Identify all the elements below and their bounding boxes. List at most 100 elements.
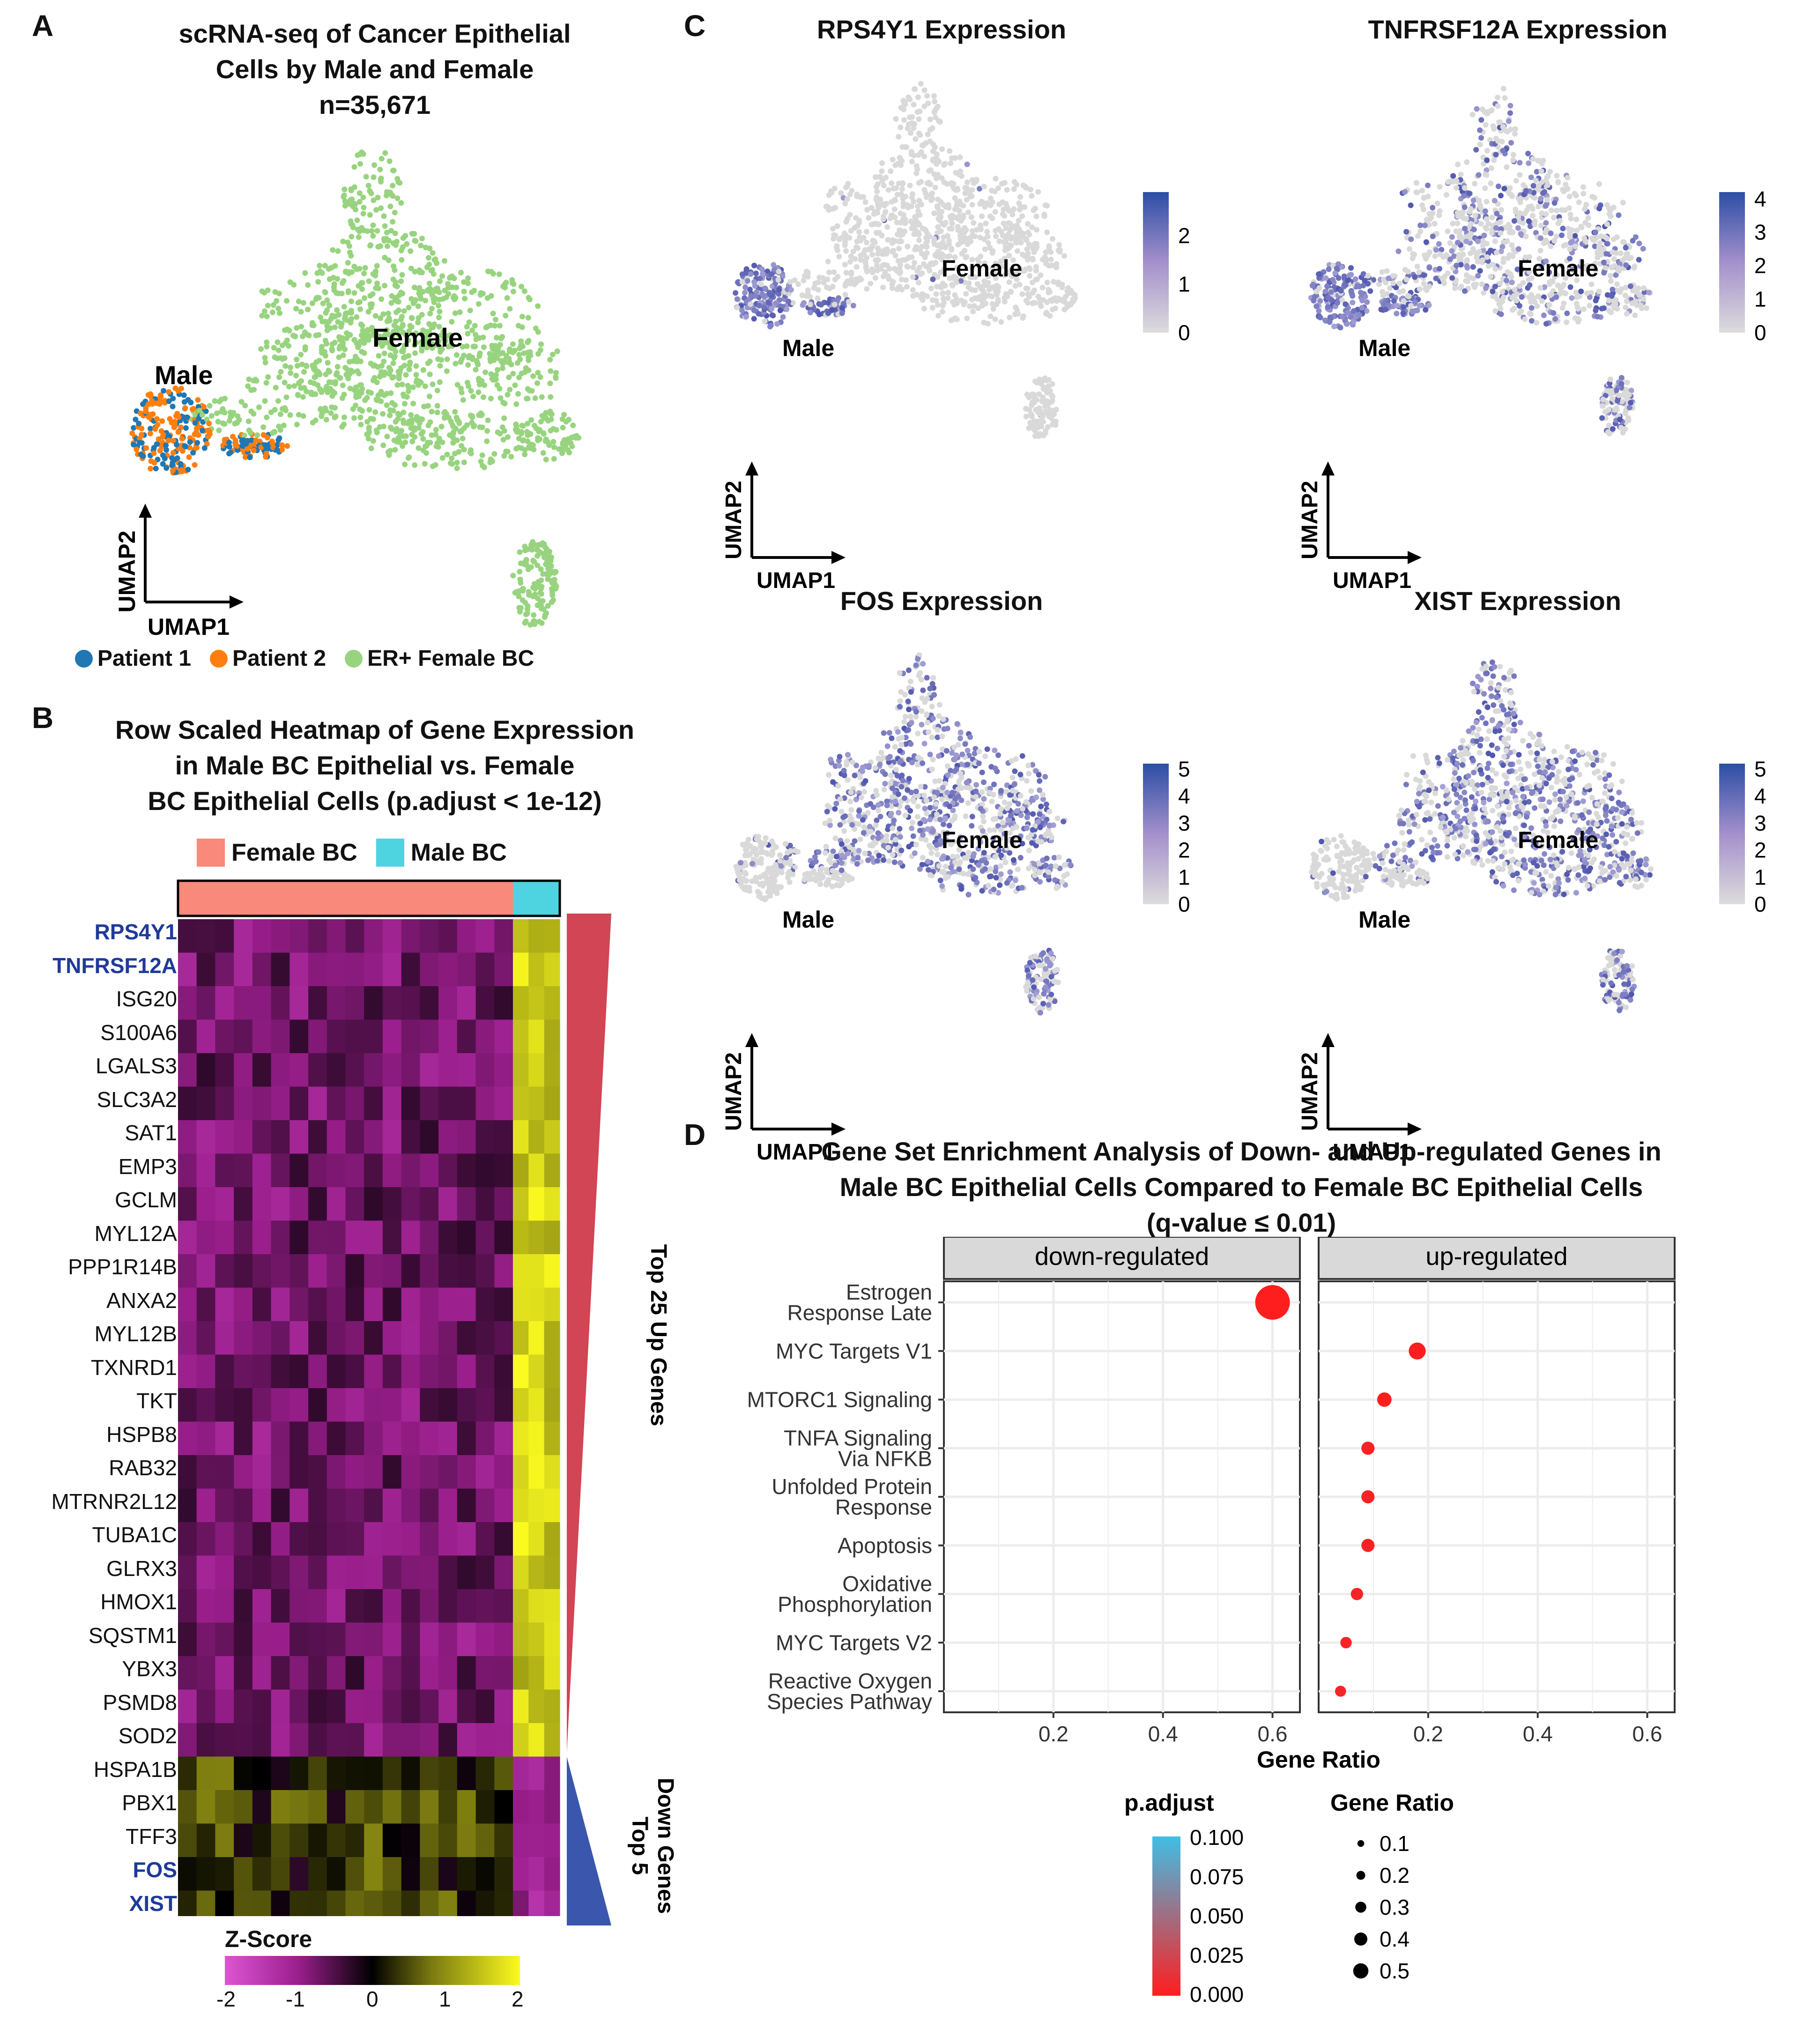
- umap-cell: [524, 395, 530, 401]
- umap-cell: [363, 174, 369, 180]
- heatmap-cell: [271, 1689, 290, 1724]
- umap-cell: [262, 398, 268, 404]
- umap-cell: [350, 406, 356, 412]
- umap-cell: [1604, 221, 1610, 227]
- gene-label: MTRNR2L12: [51, 1489, 177, 1514]
- heatmap-cell: [364, 1388, 383, 1422]
- heatmap-cell: [457, 1053, 476, 1087]
- umap-cell: [1495, 138, 1501, 144]
- umap-cell: [1534, 303, 1540, 309]
- umap-cell: [157, 448, 163, 453]
- umap-cell: [149, 401, 156, 407]
- umap-cell: [156, 436, 162, 442]
- umap-cell: [1470, 197, 1477, 203]
- umap-cell: [1624, 311, 1630, 317]
- heatmap-cell: [178, 1756, 197, 1791]
- umap-cell: [1017, 282, 1023, 288]
- gene-labels: RPS4Y1 TNFRSF12A ISG20 S100A6 LGALS3 SLC3A2 SA…: [0, 918, 177, 1925]
- umap-cell: [918, 149, 924, 155]
- umap-cell: [390, 167, 396, 173]
- umap-cell: [967, 274, 973, 280]
- heatmap-cell: [271, 1388, 290, 1422]
- heatmap-cell: [401, 1153, 420, 1188]
- umap-cell: [313, 369, 319, 375]
- umap-cell: [762, 285, 768, 291]
- umap-cell: [336, 354, 342, 360]
- umap-cell: [158, 394, 164, 400]
- umap-cell: [412, 434, 418, 440]
- umap-cell: [1498, 305, 1504, 312]
- umap-cell: [913, 244, 919, 250]
- umap-cell: [1613, 272, 1619, 278]
- umap-cell: [510, 371, 516, 377]
- heatmap-cell: [215, 1488, 234, 1523]
- umap-cell: [1479, 257, 1485, 263]
- heatmap-cell: [289, 986, 309, 1020]
- umap-cell: [528, 417, 534, 423]
- umap-cell: [1415, 233, 1421, 239]
- umap-cell: [178, 461, 184, 467]
- umap-cell: [1484, 167, 1490, 173]
- umap-cell: [275, 347, 282, 353]
- umap-cell: [921, 87, 927, 93]
- umap-cell: [1394, 311, 1400, 317]
- umap-cell: [148, 391, 154, 397]
- umap-cell: [1331, 284, 1337, 290]
- umap-cell: [350, 203, 356, 209]
- heatmap-cell: [494, 1120, 513, 1154]
- umap-cell: [503, 312, 509, 319]
- umap-cell: [408, 248, 414, 254]
- umap-cell: [431, 321, 437, 327]
- umap-cell: [405, 337, 411, 343]
- heatmap-cell: [382, 1053, 402, 1087]
- umap-cell: [1506, 191, 1513, 196]
- umap-cell: [1467, 191, 1472, 196]
- male-label: Male: [155, 360, 213, 390]
- heatmap-cell: [494, 1857, 513, 1891]
- umap-cell: [1585, 215, 1591, 221]
- heatmap-cell: [382, 1622, 402, 1657]
- umap-cell: [368, 390, 374, 396]
- umap-cell: [493, 317, 499, 323]
- heatmap-cell: [289, 1756, 309, 1791]
- umap-cell: [397, 369, 403, 375]
- heatmap-cell: [438, 1120, 458, 1154]
- umap-cell: [394, 382, 401, 388]
- umap-cell: [494, 355, 500, 361]
- umap-cell: [1542, 284, 1548, 290]
- umap-cell: [264, 414, 270, 420]
- heatmap-cell: [438, 1388, 458, 1422]
- umap-cell: [406, 388, 411, 394]
- heatmap-cell: [215, 1354, 234, 1389]
- heatmap-cell: [196, 1354, 215, 1389]
- heatmap-cell: [494, 1890, 513, 1916]
- umap-cell: [449, 455, 455, 461]
- umap-cell: [889, 240, 895, 246]
- heatmap-cell: [401, 1890, 420, 1916]
- umap-cell: [986, 287, 992, 293]
- umap-cell: [879, 160, 885, 166]
- umap-cell: [499, 365, 505, 371]
- umap-cell: [896, 134, 902, 140]
- umap-cell: [1426, 222, 1432, 228]
- umap-cell: [367, 212, 373, 218]
- umap-cell: [1640, 296, 1647, 302]
- umap-cell: [245, 383, 251, 389]
- umap-cell: [393, 426, 400, 432]
- umap-cell: [412, 462, 418, 468]
- umap-cell: [533, 325, 539, 331]
- umap-cell: [531, 612, 537, 618]
- heatmap-cell: [234, 1053, 253, 1087]
- umap-cell: [356, 371, 362, 377]
- male-annotation-bar: [513, 881, 560, 916]
- heatmap-cell: [457, 1555, 476, 1590]
- heatmap-cell: [271, 1287, 290, 1322]
- umap-cell: [545, 439, 550, 445]
- heatmap-cell: [528, 986, 545, 1020]
- umap-cell: [1596, 206, 1603, 212]
- heatmap-cell: [178, 1220, 197, 1255]
- umap-cell: [1024, 185, 1029, 191]
- heatmap-cell: [271, 1723, 290, 1757]
- umap-cell: [1582, 220, 1588, 226]
- umap-cell: [372, 313, 378, 319]
